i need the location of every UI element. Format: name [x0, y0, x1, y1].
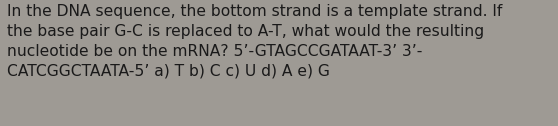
Text: In the DNA sequence, the bottom strand is a template strand. If
the base pair G-: In the DNA sequence, the bottom strand i… [7, 4, 503, 78]
